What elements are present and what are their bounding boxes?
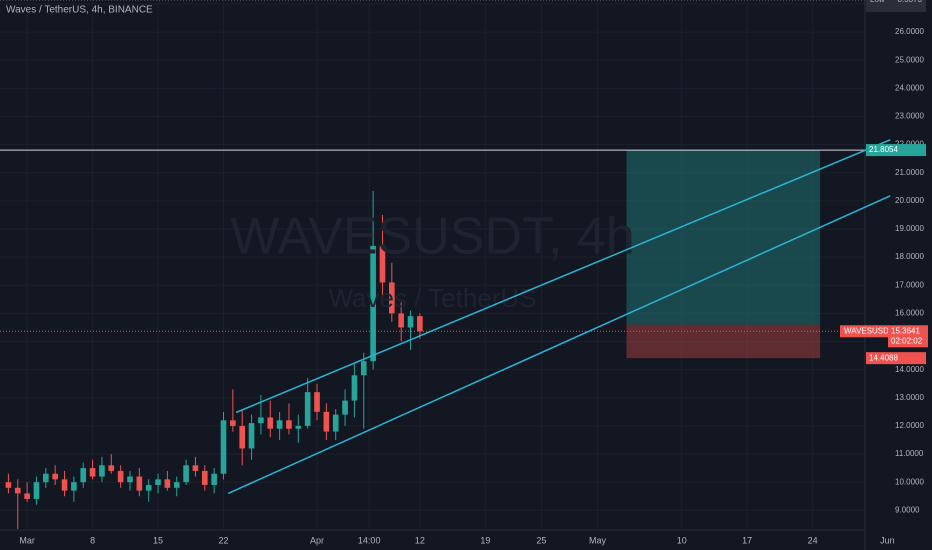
y-tick-label: 25.0000 bbox=[895, 55, 924, 64]
y-tick-label: 9.0000 bbox=[895, 505, 920, 514]
candle-body bbox=[108, 465, 115, 471]
candle-body bbox=[89, 468, 96, 477]
watermark-sub: Waves / TetherUS bbox=[328, 283, 536, 313]
last-price-bg bbox=[888, 325, 928, 348]
candle-body bbox=[332, 414, 339, 432]
candle-body bbox=[127, 476, 133, 483]
candle-body bbox=[61, 479, 68, 491]
stop-label: 14.4088 bbox=[869, 353, 898, 362]
candle-body bbox=[80, 468, 87, 483]
y-tick-label: 16.0000 bbox=[895, 308, 924, 317]
candle-body bbox=[398, 313, 404, 328]
candle-body bbox=[323, 411, 330, 432]
candle-body bbox=[5, 482, 12, 488]
candle-body bbox=[52, 473, 58, 480]
candle-body bbox=[304, 392, 311, 426]
target-label-bg bbox=[866, 144, 926, 157]
candle-body bbox=[258, 417, 264, 424]
candle-body bbox=[99, 465, 105, 477]
y-tick-label: 23.0000 bbox=[895, 112, 924, 121]
watermark: WAVESUSDT, 4h bbox=[230, 208, 635, 266]
candle-body bbox=[267, 417, 274, 429]
symbol-tag-bg bbox=[840, 325, 888, 338]
channel-line bbox=[235, 139, 891, 414]
profit-zone bbox=[626, 150, 821, 325]
x-tick-label: Mar bbox=[19, 535, 35, 545]
x-tick-label: Apr bbox=[310, 535, 324, 545]
y-tick-label: 12.0000 bbox=[895, 421, 924, 430]
stop-label-bg bbox=[866, 352, 926, 365]
loss-zone bbox=[626, 324, 821, 359]
y-tick-label: 24.0000 bbox=[895, 83, 924, 92]
candle-body bbox=[164, 479, 171, 488]
x-tick-label: 12 bbox=[415, 535, 425, 545]
candle-body bbox=[211, 473, 217, 485]
x-tick-label: 14:00 bbox=[358, 535, 381, 545]
candle-body bbox=[360, 361, 367, 376]
y-tick-label: 26.0000 bbox=[895, 27, 924, 36]
candle-body bbox=[389, 282, 395, 314]
candle-body bbox=[155, 479, 161, 485]
x-tick-label: 24 bbox=[808, 535, 818, 545]
candle-body bbox=[220, 420, 227, 474]
x-tick-label: 25 bbox=[536, 535, 546, 545]
candle-body bbox=[248, 423, 255, 449]
candle-body bbox=[239, 425, 246, 449]
x-tick-label: 17 bbox=[742, 535, 752, 545]
y-tick-label: 11.0000 bbox=[895, 449, 924, 458]
x-tick-label: 22 bbox=[218, 535, 228, 545]
candle-body bbox=[351, 375, 358, 401]
y-tick-label: 10.0000 bbox=[895, 477, 924, 486]
low-label: Low bbox=[870, 0, 885, 4]
y-tick-label: 17.0000 bbox=[895, 280, 924, 289]
chart-title: Waves / TetherUS, 4h, BINANCE bbox=[6, 5, 153, 16]
y-tick-label: 20.0000 bbox=[895, 196, 924, 205]
x-tick-label: Jun bbox=[880, 535, 895, 545]
low-label-bg bbox=[866, 0, 926, 12]
candle-body bbox=[136, 476, 143, 491]
plot bbox=[0, 0, 865, 530]
x-tick-label: 8 bbox=[90, 535, 95, 545]
candle-body bbox=[173, 482, 180, 488]
low-value: 8.3373 bbox=[898, 0, 923, 4]
target-label: 21.8054 bbox=[869, 145, 898, 154]
x-tick-label: 15 bbox=[153, 535, 163, 545]
x-tick-label: 10 bbox=[677, 535, 687, 545]
countdown: 02:02:02 bbox=[891, 336, 923, 345]
candle-body bbox=[201, 470, 208, 485]
candle-body bbox=[314, 392, 320, 412]
candle-body bbox=[342, 400, 348, 415]
candle-body bbox=[276, 420, 283, 429]
candle-body bbox=[145, 484, 152, 491]
symbol-tag: WAVESUSDT bbox=[844, 326, 894, 335]
candle-body bbox=[14, 487, 21, 494]
candle-body bbox=[230, 420, 236, 426]
candle-body bbox=[43, 473, 49, 483]
last-price: 15.3641 bbox=[891, 326, 920, 335]
candle-body bbox=[183, 465, 189, 483]
candle-body bbox=[295, 425, 302, 429]
candle-body bbox=[417, 316, 423, 332]
y-tick-label: 13.0000 bbox=[895, 393, 924, 402]
candle-body bbox=[286, 420, 292, 429]
y-tick-label: 19.0000 bbox=[895, 224, 924, 233]
x-tick-label: May bbox=[589, 535, 607, 545]
candle-body bbox=[407, 316, 414, 328]
candle-body bbox=[370, 245, 376, 362]
candle-body bbox=[379, 245, 386, 283]
channel-line bbox=[227, 195, 891, 495]
candle-body bbox=[192, 465, 199, 471]
x-tick-label: 19 bbox=[480, 535, 490, 545]
y-tick-label: 21.0000 bbox=[895, 168, 924, 177]
y-tick-label: 14.0000 bbox=[895, 365, 924, 374]
candle-body bbox=[33, 482, 40, 500]
candle-body bbox=[71, 482, 77, 491]
candle-body bbox=[117, 470, 124, 483]
y-tick-label: 18.0000 bbox=[895, 252, 924, 261]
candle-body bbox=[24, 493, 30, 500]
